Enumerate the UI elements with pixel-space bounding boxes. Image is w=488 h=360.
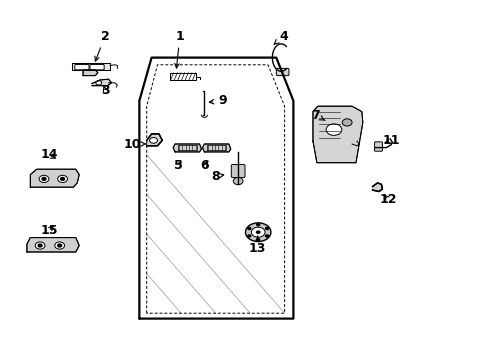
Polygon shape: [312, 106, 362, 163]
Polygon shape: [372, 183, 382, 192]
Circle shape: [42, 177, 46, 180]
Circle shape: [265, 235, 268, 237]
FancyBboxPatch shape: [231, 165, 244, 177]
Circle shape: [35, 242, 45, 249]
Circle shape: [255, 230, 260, 234]
Text: 4: 4: [274, 30, 287, 44]
Polygon shape: [72, 63, 110, 70]
Circle shape: [149, 138, 157, 143]
Circle shape: [251, 227, 264, 237]
Polygon shape: [30, 169, 79, 187]
Text: 1: 1: [174, 30, 184, 68]
FancyBboxPatch shape: [374, 142, 382, 151]
Text: 14: 14: [40, 148, 58, 161]
Polygon shape: [92, 79, 111, 86]
Text: 10: 10: [123, 138, 146, 150]
Circle shape: [55, 242, 64, 249]
Text: 7: 7: [310, 109, 325, 122]
Circle shape: [325, 124, 341, 135]
Circle shape: [247, 235, 250, 237]
Text: 13: 13: [248, 236, 266, 255]
Circle shape: [342, 119, 351, 126]
Circle shape: [245, 223, 270, 242]
Circle shape: [265, 228, 268, 230]
FancyBboxPatch shape: [75, 64, 89, 70]
Text: 11: 11: [382, 134, 399, 147]
Circle shape: [58, 175, 67, 183]
Circle shape: [247, 228, 250, 230]
Polygon shape: [202, 144, 230, 152]
Text: 8: 8: [210, 170, 224, 183]
Circle shape: [39, 175, 49, 183]
Polygon shape: [83, 70, 98, 76]
Text: 6: 6: [200, 159, 208, 172]
FancyBboxPatch shape: [90, 64, 104, 70]
Circle shape: [96, 81, 102, 85]
Polygon shape: [146, 134, 162, 146]
Circle shape: [256, 239, 259, 241]
Circle shape: [61, 177, 64, 180]
Polygon shape: [173, 144, 201, 152]
Circle shape: [256, 224, 259, 226]
Text: 2: 2: [95, 30, 109, 61]
Text: 5: 5: [174, 159, 183, 172]
Circle shape: [38, 244, 42, 247]
Circle shape: [233, 177, 243, 185]
Text: 15: 15: [40, 224, 58, 237]
Text: 9: 9: [209, 94, 226, 107]
Polygon shape: [27, 238, 79, 252]
Circle shape: [58, 244, 61, 247]
FancyBboxPatch shape: [276, 68, 288, 76]
Text: 3: 3: [101, 84, 109, 96]
Text: 12: 12: [379, 193, 397, 206]
